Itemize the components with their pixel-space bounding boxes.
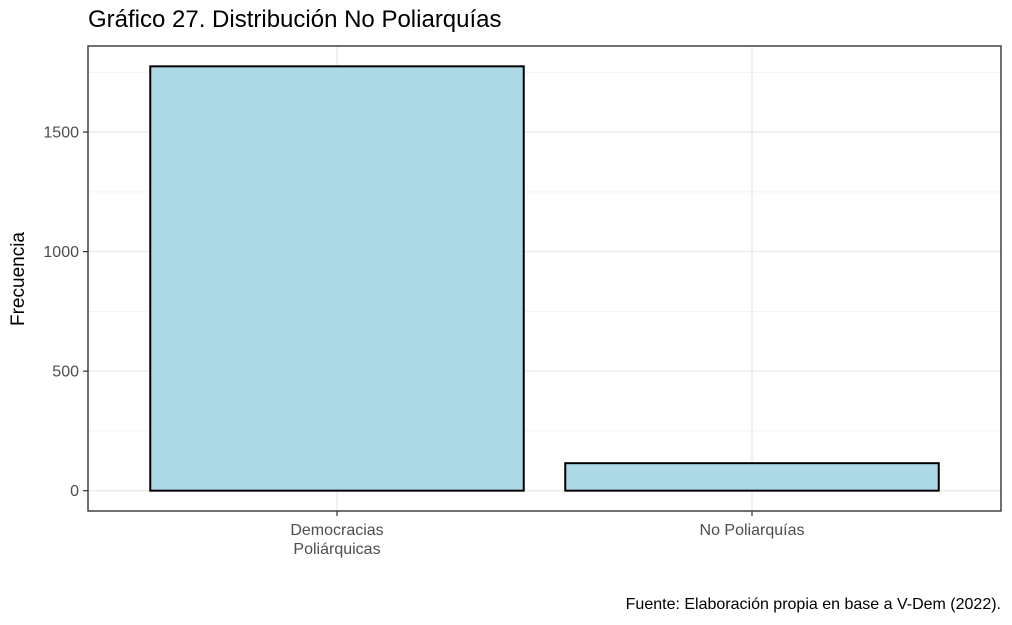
x-tick-label: No Poliarquías <box>700 522 805 539</box>
x-tick-label-line: Poliárquicas <box>293 541 380 558</box>
y-tick-label: 1500 <box>43 125 79 142</box>
source-caption: Fuente: Elaboración propia en base a V-D… <box>625 596 1001 613</box>
x-tick-label-line: No Poliarquías <box>700 522 805 539</box>
x-tick-label-line: Democracias <box>290 522 383 539</box>
bar <box>564 462 940 492</box>
y-tick-label: 0 <box>70 483 79 500</box>
y-tick-label: 500 <box>52 364 79 381</box>
y-axis: 0 500 1000 1500 <box>43 125 88 500</box>
chart-title: Gráfico 27. Distribución No Poliarquías <box>88 6 502 33</box>
bar <box>149 65 525 492</box>
x-axis: Democracias Poliárquicas No Poliarquías <box>290 511 804 558</box>
x-tick-label: Democracias Poliárquicas <box>290 522 383 558</box>
bars <box>149 65 940 492</box>
panel-border <box>87 45 1002 512</box>
y-tick-label: 1000 <box>43 244 79 261</box>
